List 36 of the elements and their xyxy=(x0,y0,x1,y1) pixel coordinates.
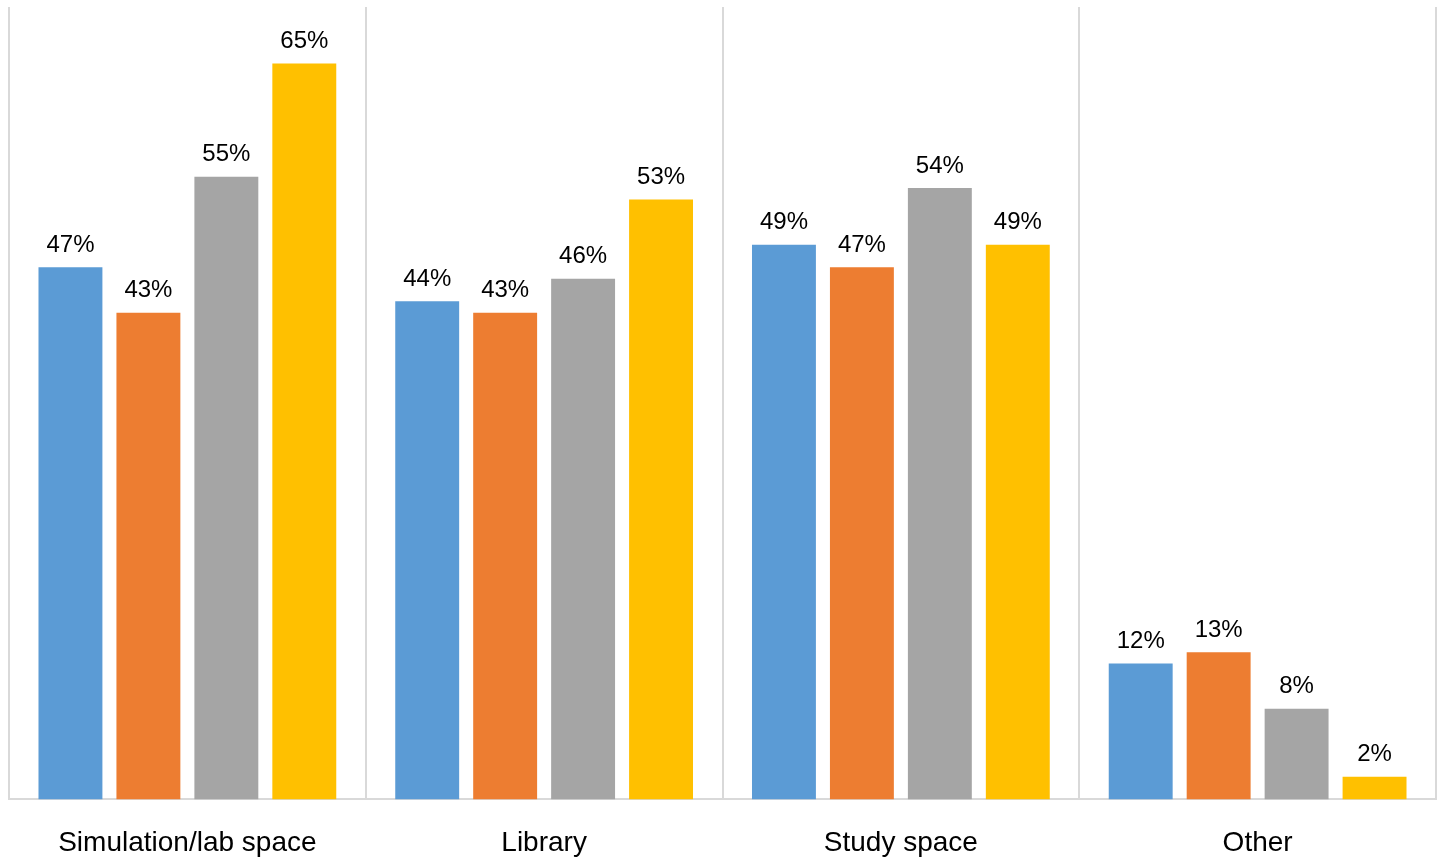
data-label: 43% xyxy=(481,275,530,303)
x-tick-label: Study space xyxy=(823,825,978,857)
data-label: 8% xyxy=(1279,671,1314,699)
data-label: 55% xyxy=(202,139,251,167)
data-label: 49% xyxy=(759,207,808,235)
x-tick-label: Other xyxy=(1222,825,1293,857)
data-label: 43% xyxy=(124,275,173,303)
data-label: 12% xyxy=(1116,626,1165,654)
bar xyxy=(272,63,337,800)
data-label: 47% xyxy=(837,229,886,257)
bar xyxy=(751,244,816,800)
bar xyxy=(473,312,538,800)
data-label: 13% xyxy=(1194,614,1243,642)
bar xyxy=(194,176,259,800)
data-label: 47% xyxy=(46,229,95,257)
bar xyxy=(829,267,894,800)
data-label: 65% xyxy=(280,26,329,54)
bar xyxy=(551,278,616,800)
bar xyxy=(1186,652,1251,800)
data-label: 2% xyxy=(1357,739,1392,767)
data-label: 44% xyxy=(403,263,452,291)
bar xyxy=(395,301,460,800)
data-label: 54% xyxy=(915,150,964,178)
bar xyxy=(1264,708,1329,800)
bar xyxy=(1108,663,1173,800)
data-label: 46% xyxy=(559,241,608,269)
x-tick-label: Library xyxy=(501,825,587,857)
bar xyxy=(38,267,103,800)
bar xyxy=(985,244,1050,800)
bar xyxy=(1342,776,1407,800)
data-label: 49% xyxy=(993,207,1042,235)
bar xyxy=(629,199,694,800)
bar xyxy=(116,312,181,800)
bar xyxy=(907,188,972,800)
x-tick-label: Simulation/lab space xyxy=(58,825,317,857)
data-label: 53% xyxy=(637,162,686,190)
